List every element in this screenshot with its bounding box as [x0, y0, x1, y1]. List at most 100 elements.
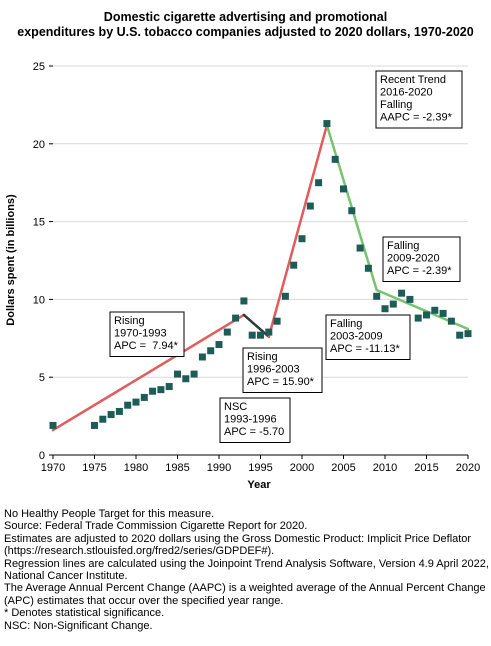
data-point: [257, 331, 264, 339]
annotation-text: APC = -5.70: [224, 426, 284, 438]
trend-segment: [267, 123, 329, 338]
annotation-text: 1993-1996: [224, 414, 277, 426]
footnote-target: No Healthy People Target for this measur…: [4, 508, 215, 520]
data-point: [373, 292, 381, 300]
data-point: [49, 421, 57, 429]
footnote-aapc: The Average Annual Percent Change (AAPC)…: [4, 582, 486, 607]
data-point: [240, 297, 248, 305]
data-point: [431, 306, 439, 314]
y-tick-label: 5: [39, 372, 45, 384]
footnote-source: Source: Federal Trade Commission Cigaret…: [4, 520, 308, 533]
data-point: [348, 207, 356, 215]
x-tick-label: 2015: [414, 462, 438, 474]
trend-segment: [242, 313, 271, 338]
footnotes: No Healthy People Target for this measur…: [4, 508, 489, 632]
x-tick-label: 1990: [207, 462, 231, 474]
annotation-text: Rising: [114, 315, 145, 327]
data-point: [115, 407, 123, 415]
footnote-significance: * Denotes statistical significance.: [4, 607, 165, 620]
data-point: [198, 353, 206, 361]
annotation-text: Falling: [387, 240, 419, 252]
data-point: [464, 330, 472, 338]
data-point: [356, 244, 364, 252]
data-point: [381, 305, 389, 313]
chart: 1970 1975 1980 1985 1990 1995 2000 20 0 5 2010 2015…: [5, 61, 480, 491]
x-tick-label: 2020: [456, 462, 480, 474]
data-point: [190, 370, 198, 378]
data-point: [281, 292, 289, 300]
x-tick-label: 1985: [165, 462, 189, 474]
data-point: [232, 314, 240, 322]
data-point: [414, 314, 422, 322]
annotation-frame: [382, 236, 461, 282]
data-point: [323, 120, 331, 128]
x-tick-label: 2010: [373, 462, 397, 474]
annotation-text: 1996-2003: [247, 364, 300, 376]
data-point: [91, 421, 98, 429]
annotation-text: APC = 7.94*: [114, 340, 179, 352]
data-points: [49, 120, 472, 429]
data-point: [406, 295, 414, 303]
annotation-text: APC = -11.13*: [330, 343, 401, 355]
annotation-text: Rising: [247, 351, 278, 363]
y-tick-label: 15: [33, 217, 45, 229]
data-point: [99, 415, 107, 423]
footnote-adjustment: Estimates are adjusted to 2020 dollars u…: [4, 532, 472, 558]
trend-segment: [51, 313, 246, 432]
annotation-text: 2016-2020: [380, 87, 433, 99]
x-tick-label: 1970: [41, 462, 65, 474]
footnote-nsc: NSC: Non-Significant Change.: [4, 619, 153, 632]
x-tick-label: 1975: [82, 462, 106, 474]
data-point: [182, 375, 190, 383]
x-tick-label: 1980: [124, 462, 148, 474]
y-tick-label: 0: [39, 450, 45, 462]
data-point: [124, 401, 132, 409]
annotation-text: AAPC = -2.39*: [380, 112, 453, 124]
data-point: [140, 393, 148, 401]
data-point: [157, 386, 165, 394]
data-point: [456, 331, 464, 339]
data-point: [298, 235, 306, 243]
data-point: [290, 261, 298, 269]
y-tick-label: 25: [33, 61, 45, 73]
x-axis-label: Year: [247, 479, 271, 491]
chart-title: Domestic cigarette advertising and promo…: [0, 10, 491, 40]
data-point: [364, 264, 372, 272]
x-tick-label: 2000: [290, 462, 314, 474]
data-point: [306, 202, 314, 210]
annotation-text: 1970-1993: [114, 328, 167, 340]
annotation-frame: [375, 70, 463, 129]
annotation-frame: [325, 314, 411, 360]
chart-title-line-2: expenditures by U.S. tobacco companies a…: [17, 25, 474, 39]
data-point: [207, 347, 215, 355]
y-tick-label: 20: [33, 139, 45, 151]
annotation-text: 2003-2009: [330, 331, 383, 343]
footnote-regression: Regression lines are calculated using th…: [4, 557, 489, 583]
data-point: [248, 331, 256, 339]
data-point: [315, 179, 323, 187]
annotation-text: APC = 15.90*: [247, 376, 315, 388]
annotation-text: APC = -2.39*: [387, 265, 452, 277]
data-point: [265, 328, 273, 336]
data-point: [389, 300, 397, 308]
data-point: [439, 309, 447, 317]
data-point: [398, 289, 406, 297]
y-tick-label: 10: [33, 294, 45, 306]
data-point: [215, 341, 223, 349]
data-point: [223, 328, 231, 336]
data-point: [107, 411, 115, 419]
annotation-frame: [109, 311, 185, 357]
data-point: [174, 370, 181, 378]
x-tick-label: 1995: [248, 462, 272, 474]
chart-title-line-1: Domestic cigarette advertising and promo…: [103, 10, 388, 24]
data-point: [423, 311, 430, 319]
data-point: [273, 317, 281, 325]
data-point: [149, 387, 157, 395]
annotation-frame: [242, 347, 323, 393]
